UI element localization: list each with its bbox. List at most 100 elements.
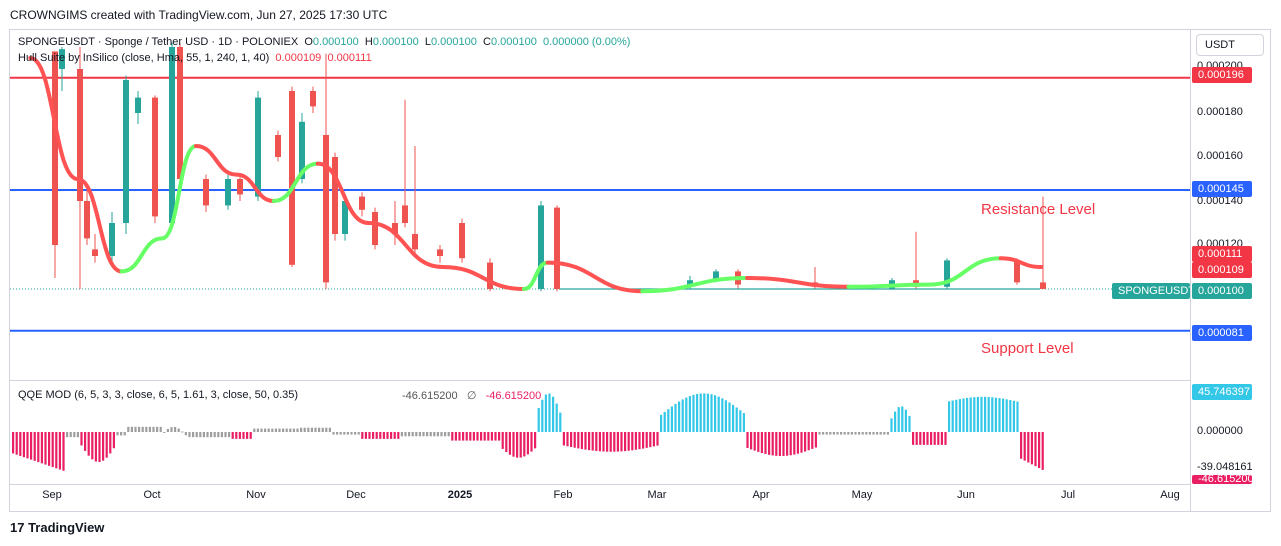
qqe-bar (184, 432, 187, 436)
symbol-legend[interactable]: SPONGEUSDT · Sponge / Tether USD · 1D · … (18, 36, 630, 48)
candle-body (310, 91, 316, 107)
candle-body (412, 234, 418, 250)
candle-body (437, 249, 443, 256)
qqe-bar (364, 432, 367, 439)
indicator-legend[interactable]: Hull Suite by InSilico (close, Hma, 55, … (18, 52, 372, 64)
qqe-bar (865, 432, 868, 435)
qqe-bar (534, 432, 537, 449)
qqe-bar (166, 428, 169, 432)
qqe-bar (1030, 432, 1033, 465)
close-value: 0.000100 (490, 36, 537, 48)
qqe-bar (757, 432, 760, 452)
qqe-bar (588, 432, 591, 451)
qqe-bar (908, 415, 911, 432)
time-label: Jun (957, 489, 975, 501)
qqe-bar (616, 432, 619, 452)
time-label: Oct (143, 489, 161, 501)
qqe-bar (246, 432, 249, 439)
qqe-bar (811, 432, 814, 449)
qqe-bar (584, 432, 587, 450)
price-axis-border (1190, 30, 1191, 511)
qqe-bar (494, 432, 497, 441)
candle-body (255, 97, 261, 197)
qqe-bar (264, 428, 267, 432)
qqe-bar (462, 432, 465, 441)
qqe-bar (141, 426, 144, 432)
qqe-bar (832, 432, 835, 435)
qqe-bar (224, 432, 227, 438)
hull-segment (927, 256, 1003, 287)
qqe-bar (346, 432, 349, 435)
qqe-bar (786, 432, 789, 456)
qqe-low-badge: -46.615200 (1192, 475, 1252, 484)
qqe-bar (192, 432, 195, 438)
qqe-bar (195, 432, 198, 438)
qqe-bar (84, 432, 87, 451)
qqe-bar (318, 427, 321, 432)
indicator-value-2: 0.000111 (327, 52, 372, 64)
qqe-bar (285, 428, 288, 432)
qqe-bar (390, 432, 393, 439)
qqe-bar (566, 432, 569, 447)
qqe-bar (87, 432, 90, 456)
qqe-bar (570, 432, 573, 447)
candle-body (323, 135, 329, 283)
qqe-bar (530, 432, 533, 452)
candle-body (299, 121, 305, 179)
candle-body (59, 49, 65, 69)
currency-selector[interactable]: USDT (1196, 34, 1264, 56)
qqe-bar (994, 397, 997, 432)
qqe-bar (926, 432, 929, 445)
qqe-bar (901, 406, 904, 432)
qqe-bar (375, 432, 378, 439)
qqe-bar (148, 426, 151, 432)
qqe-bar (984, 396, 987, 432)
qqe-bar (37, 432, 40, 463)
pane-separator[interactable] (10, 380, 1190, 381)
qqe-bar (706, 393, 709, 432)
qqe-bar (789, 432, 792, 456)
last-price-badge: 0.000100 (1192, 283, 1252, 299)
high-label: H (364, 36, 373, 48)
qqe-bar (634, 432, 637, 450)
qqe-bar (814, 432, 817, 448)
qqe-bar (681, 399, 684, 432)
qqe-bar (321, 427, 324, 432)
qqe-bar (253, 428, 256, 432)
qqe-bar (354, 432, 357, 435)
qqe-bar (872, 432, 875, 435)
qqe-bar (289, 428, 292, 432)
qqe-bar (382, 432, 385, 439)
qqe-bar (483, 432, 486, 441)
qqe-bar (840, 432, 843, 435)
hull-segment (366, 221, 445, 269)
qqe-bar (393, 432, 396, 439)
indicator-value-1: 0.000109 (275, 52, 322, 64)
change-value: 0.000000 (0.00%) (542, 36, 631, 48)
tradingview-logo[interactable]: 17 TradingView (10, 520, 105, 535)
candle-body (1014, 260, 1020, 283)
qqe-bar (721, 398, 724, 432)
qqe-bar (303, 427, 306, 432)
qqe-bar (699, 393, 702, 432)
qqe-bar (714, 395, 717, 432)
qqe-bar (368, 432, 371, 439)
time-label: Dec (346, 489, 366, 501)
qqe-bar (249, 432, 252, 439)
qqe-bar (188, 432, 191, 438)
qqe-bar (1002, 398, 1005, 432)
qqe-bar (490, 432, 493, 441)
qqe-bar (818, 432, 821, 435)
qqe-bar (591, 432, 594, 451)
qqe-bar (127, 426, 130, 432)
qqe-bar (397, 432, 400, 439)
qqe-bar (858, 432, 861, 435)
qqe-bar (760, 432, 763, 454)
candle-body (487, 262, 493, 289)
qqe-legend[interactable]: QQE MOD (6, 5, 3, 3, close, 6, 5, 1.61, … (18, 389, 298, 401)
qqe-bar (573, 432, 576, 448)
candle-body (342, 201, 348, 234)
qqe-bar (436, 432, 439, 437)
candle-body (944, 260, 950, 287)
